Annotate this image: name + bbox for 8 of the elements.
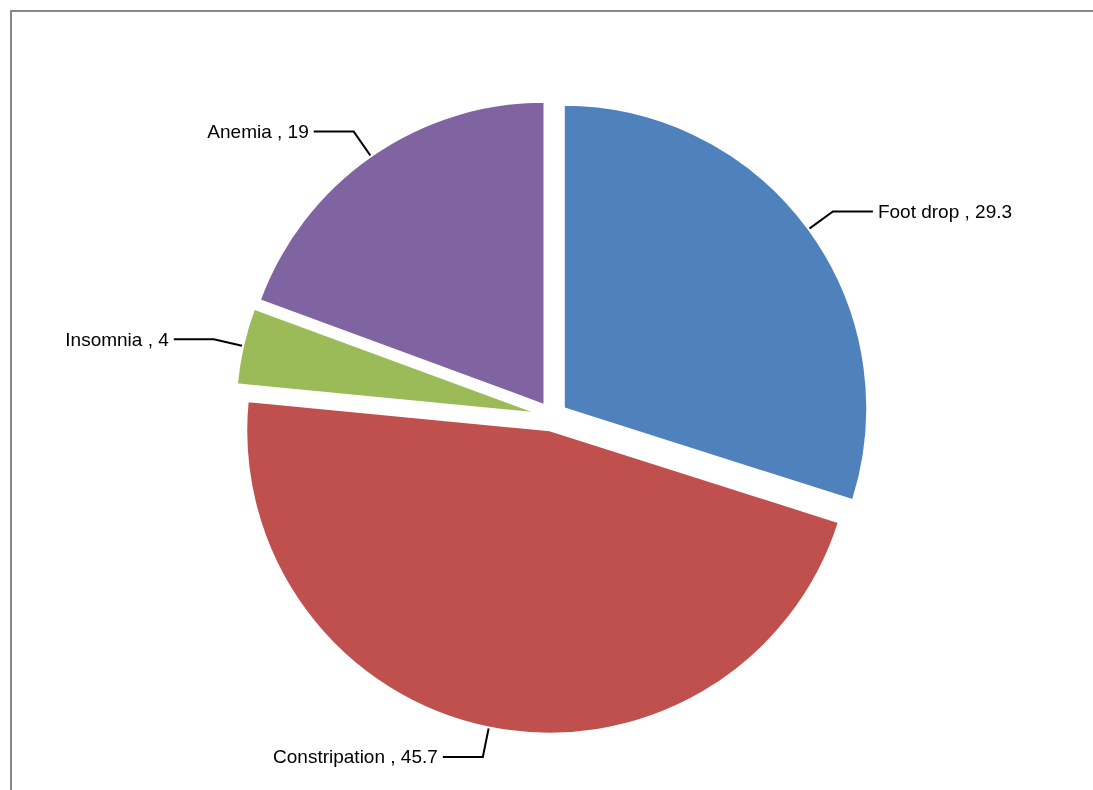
slice-label: Constripation xyxy=(273,746,385,768)
slice-label: Anemia xyxy=(207,121,273,143)
data-label: , 19 xyxy=(277,121,309,143)
slice-label: Insomnia xyxy=(65,328,143,350)
data-label: , 29.3 xyxy=(964,200,1013,222)
data-label: , 45.7 xyxy=(390,746,438,768)
slice-label: Foot drop xyxy=(877,200,960,222)
data-label: , 4 xyxy=(147,328,170,350)
